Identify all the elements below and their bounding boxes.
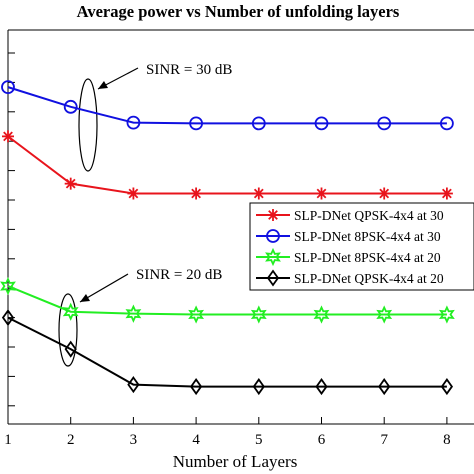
data-point: [314, 116, 329, 131]
series-line: [7, 316, 447, 388]
chart-title: Average power vs Number of unfolding lay…: [77, 2, 400, 21]
legend-marker: [265, 247, 281, 267]
x-tick-label: 5: [255, 432, 263, 448]
x-tick-label: 7: [380, 432, 388, 448]
data-point: [252, 378, 265, 396]
legend-entry: SLP-DNet 8PSK-4x4 at 20: [256, 247, 441, 267]
data-point: [190, 187, 203, 200]
series-3: [0, 276, 455, 324]
data-point: [315, 378, 328, 396]
legend-entry: SLP-DNet 8PSK-4x4 at 30: [256, 229, 441, 244]
data-point: [376, 305, 393, 324]
data-point: [2, 130, 14, 143]
legend-entry: SLP-DNet QPSK-4x4 at 30: [256, 208, 444, 223]
data-point: [1, 309, 15, 327]
sinr-20-label: SINR = 20 dB: [136, 267, 222, 283]
data-point: [126, 115, 141, 130]
data-point: [0, 276, 16, 296]
data-point: [127, 376, 140, 394]
series-line: [7, 135, 447, 195]
legend-marker: [266, 229, 280, 243]
x-axis-label: Number of Layers: [173, 452, 298, 471]
data-point: [315, 187, 328, 200]
data-point: [252, 187, 265, 200]
data-point: [250, 305, 267, 324]
data-point: [378, 378, 391, 396]
sinr-20-ellipse: [58, 293, 78, 367]
data-point: [64, 340, 77, 358]
data-point: [377, 116, 392, 131]
data-point: [1, 80, 15, 95]
annotations: SINR = 30 dB SINR = 20 dB: [58, 62, 232, 367]
data-point: [64, 177, 77, 190]
data-point: [378, 187, 391, 200]
x-tick-label: 8: [443, 432, 451, 448]
y-axis-ticks: [8, 52, 15, 407]
x-tick-label: 4: [192, 432, 200, 448]
legend-entry: SLP-DNet QPSK-4x4 at 20: [256, 269, 444, 287]
data-point: [188, 305, 205, 324]
legend: SLP-DNet QPSK-4x4 at 30 SLP-DNet 8PSK-4x4…: [249, 202, 474, 291]
series-2: [1, 80, 454, 131]
sinr-30-ellipse: [78, 78, 98, 172]
series-4: [1, 309, 454, 396]
series-line: [7, 285, 447, 316]
data-point: [125, 304, 142, 323]
data-point: [189, 378, 203, 396]
data-point: [440, 378, 454, 396]
x-axis-ticks: 1 2 3 4 5 6 7 8: [4, 417, 451, 448]
legend-marker: [266, 269, 280, 287]
series-line: [7, 86, 447, 125]
sinr-30-label: SINR = 30 dB: [146, 62, 232, 78]
legend-box: [249, 202, 474, 291]
x-tick-label: 1: [4, 432, 12, 448]
data-point: [127, 187, 140, 200]
data-point: [313, 305, 330, 324]
data-point: [62, 302, 79, 321]
sinr-20-arrowhead: [80, 294, 90, 302]
data-point: [440, 187, 453, 200]
x-tick-label: 6: [318, 432, 326, 448]
x-tick-label: 3: [130, 432, 138, 448]
legend-label: SLP-DNet 8PSK-4x4 at 30: [294, 229, 441, 244]
legend-marker: [267, 209, 279, 221]
series-1: [2, 130, 453, 200]
x-tick-label: 2: [67, 432, 75, 448]
data-point: [189, 116, 204, 131]
data-point: [439, 116, 454, 131]
data-point: [251, 116, 266, 131]
series-layer: [0, 80, 455, 396]
sinr-20-arrow: [79, 273, 129, 303]
sinr-30-arrowhead: [98, 81, 108, 89]
data-point: [63, 99, 78, 114]
legend-label: SLP-DNet 8PSK-4x4 at 20: [294, 250, 441, 265]
data-point: [438, 305, 455, 324]
legend-label: SLP-DNet QPSK-4x4 at 30: [294, 208, 444, 223]
legend-label: SLP-DNet QPSK-4x4 at 20: [294, 271, 444, 286]
